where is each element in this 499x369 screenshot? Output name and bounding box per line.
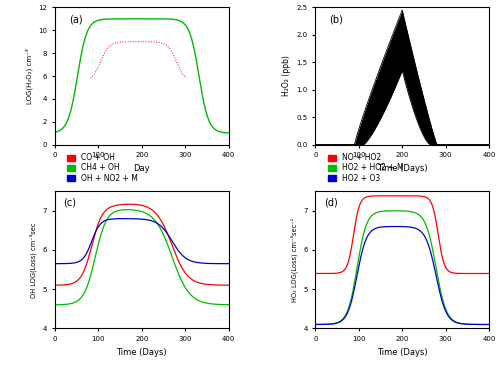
Y-axis label: H₂O₂ (ppb): H₂O₂ (ppb) — [282, 56, 291, 96]
X-axis label: Day: Day — [133, 164, 150, 173]
Text: (b): (b) — [329, 14, 343, 24]
Y-axis label: LOG(H₂O₂) cm⁻³: LOG(H₂O₂) cm⁻³ — [25, 48, 33, 104]
Text: (a): (a) — [69, 14, 82, 24]
X-axis label: Time (Days): Time (Days) — [377, 164, 428, 173]
X-axis label: Time (Days): Time (Days) — [377, 348, 428, 356]
Legend: NO + HO2, HO2 + HO2 + M, HO2 + O3: NO + HO2, HO2 + HO2 + M, HO2 + O3 — [328, 153, 403, 183]
Y-axis label: HO₂ LOG(Loss) cm⁻³sec⁻¹: HO₂ LOG(Loss) cm⁻³sec⁻¹ — [290, 218, 298, 302]
Text: (c): (c) — [63, 198, 76, 208]
Text: (d): (d) — [324, 198, 338, 208]
X-axis label: Time (Days): Time (Days) — [116, 348, 167, 356]
Legend: CO + OH, CH4 + OH, OH + NO2 + M: CO + OH, CH4 + OH, OH + NO2 + M — [67, 153, 138, 183]
Y-axis label: OH LOG(Loss) cm⁻³sec: OH LOG(Loss) cm⁻³sec — [30, 222, 37, 297]
